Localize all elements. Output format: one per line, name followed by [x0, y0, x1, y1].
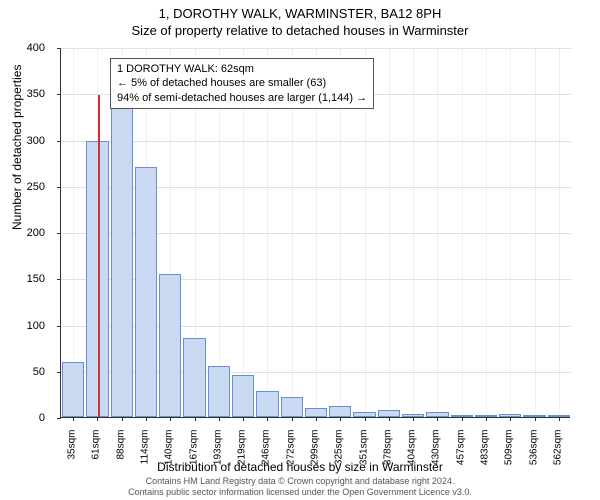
- gridline-v: [510, 48, 511, 418]
- ytick-mark: [57, 418, 61, 419]
- ytick-label: 300: [15, 135, 45, 147]
- annotation-line1: 1 DOROTHY WALK: 62sqm: [117, 62, 367, 76]
- xtick-mark: [365, 417, 366, 421]
- xtick-label: 193sqm: [212, 430, 223, 470]
- xtick-label: 299sqm: [310, 430, 321, 470]
- gridline-v: [437, 48, 438, 418]
- histogram-bar: [62, 362, 84, 418]
- xtick-mark: [535, 417, 536, 421]
- gridline-v: [535, 48, 536, 418]
- xtick-mark: [195, 417, 196, 421]
- xtick-mark: [292, 417, 293, 421]
- xtick-label: 219sqm: [237, 430, 248, 470]
- xtick-mark: [170, 417, 171, 421]
- xtick-label: 536sqm: [528, 430, 539, 470]
- xtick-label: 509sqm: [504, 430, 515, 470]
- xtick-mark: [486, 417, 487, 421]
- xtick-mark: [146, 417, 147, 421]
- ytick-label: 150: [15, 273, 45, 285]
- footer-line1: Contains HM Land Registry data © Crown c…: [0, 476, 600, 487]
- xtick-mark: [559, 417, 560, 421]
- ytick-label: 350: [15, 88, 45, 100]
- histogram-bar: [159, 274, 181, 417]
- ytick-label: 50: [15, 366, 45, 378]
- title-main: 1, DOROTHY WALK, WARMINSTER, BA12 8PH: [0, 0, 600, 21]
- histogram-bar: [329, 406, 351, 417]
- xtick-label: 114sqm: [140, 430, 151, 470]
- ytick-mark: [57, 187, 61, 188]
- chart-area: 1 DOROTHY WALK: 62sqm ← 5% of detached h…: [60, 48, 570, 418]
- xtick-label: 351sqm: [358, 430, 369, 470]
- histogram-bar: [256, 391, 278, 417]
- gridline-v: [486, 48, 487, 418]
- histogram-bar: [135, 167, 157, 417]
- ytick-mark: [57, 94, 61, 95]
- xtick-mark: [413, 417, 414, 421]
- xtick-mark: [97, 417, 98, 421]
- xtick-mark: [510, 417, 511, 421]
- annotation-line3: 94% of semi-detached houses are larger (…: [117, 91, 367, 105]
- xtick-label: 140sqm: [164, 430, 175, 470]
- ytick-mark: [57, 233, 61, 234]
- property-marker-line: [98, 95, 100, 417]
- xtick-mark: [340, 417, 341, 421]
- xtick-label: 483sqm: [480, 430, 491, 470]
- xtick-mark: [437, 417, 438, 421]
- ytick-label: 100: [15, 320, 45, 332]
- xtick-mark: [73, 417, 74, 421]
- xtick-label: 378sqm: [382, 430, 393, 470]
- annotation-line2: ← 5% of detached houses are smaller (63): [117, 76, 367, 90]
- ytick-label: 250: [15, 181, 45, 193]
- histogram-bar: [208, 366, 230, 417]
- xtick-label: 246sqm: [261, 430, 272, 470]
- footer-line2: Contains public sector information licen…: [0, 487, 600, 498]
- ytick-label: 0: [15, 412, 45, 424]
- histogram-bar: [305, 408, 327, 417]
- ytick-label: 200: [15, 227, 45, 239]
- xtick-label: 562sqm: [552, 430, 563, 470]
- histogram-bar: [281, 397, 303, 417]
- gridline-v: [462, 48, 463, 418]
- histogram-bar: [111, 103, 133, 418]
- xtick-label: 167sqm: [188, 430, 199, 470]
- xtick-label: 35sqm: [67, 430, 78, 470]
- xtick-mark: [267, 417, 268, 421]
- ytick-mark: [57, 141, 61, 142]
- ytick-mark: [57, 279, 61, 280]
- xtick-label: 325sqm: [334, 430, 345, 470]
- xtick-label: 61sqm: [91, 430, 102, 470]
- xtick-mark: [389, 417, 390, 421]
- xtick-mark: [219, 417, 220, 421]
- ytick-label: 400: [15, 42, 45, 54]
- title-sub: Size of property relative to detached ho…: [0, 21, 600, 38]
- histogram-bar: [232, 375, 254, 417]
- footer: Contains HM Land Registry data © Crown c…: [0, 476, 600, 498]
- histogram-bar: [378, 410, 400, 417]
- xtick-mark: [243, 417, 244, 421]
- ytick-mark: [57, 48, 61, 49]
- xtick-label: 430sqm: [431, 430, 442, 470]
- xtick-label: 272sqm: [285, 430, 296, 470]
- xtick-mark: [462, 417, 463, 421]
- histogram-bar: [183, 338, 205, 417]
- xtick-label: 457sqm: [455, 430, 466, 470]
- xtick-label: 404sqm: [407, 430, 418, 470]
- gridline-v: [413, 48, 414, 418]
- ytick-mark: [57, 372, 61, 373]
- annotation-box: 1 DOROTHY WALK: 62sqm ← 5% of detached h…: [110, 58, 374, 109]
- xtick-label: 88sqm: [115, 430, 126, 470]
- ytick-mark: [57, 326, 61, 327]
- xtick-mark: [122, 417, 123, 421]
- gridline-v: [389, 48, 390, 418]
- xtick-mark: [316, 417, 317, 421]
- gridline-v: [559, 48, 560, 418]
